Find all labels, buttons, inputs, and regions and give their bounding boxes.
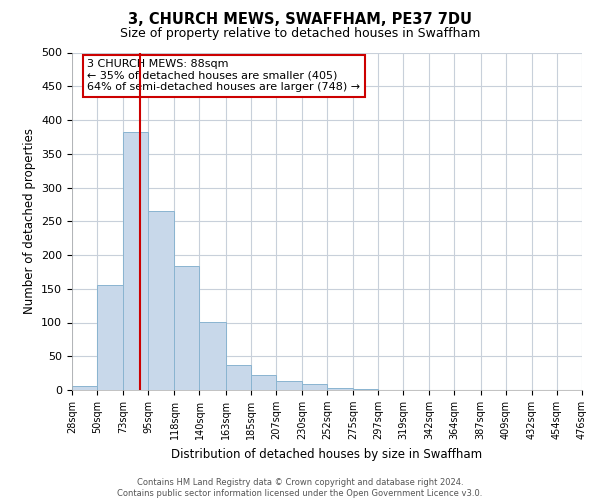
Bar <box>251 375 276 390</box>
Bar <box>302 384 327 390</box>
Bar <box>97 286 123 390</box>
Text: Contains HM Land Registry data © Crown copyright and database right 2024.
Contai: Contains HM Land Registry data © Crown c… <box>118 478 482 498</box>
Y-axis label: Number of detached properties: Number of detached properties <box>23 128 35 314</box>
Text: 3, CHURCH MEWS, SWAFFHAM, PE37 7DU: 3, CHURCH MEWS, SWAFFHAM, PE37 7DU <box>128 12 472 28</box>
Text: 3 CHURCH MEWS: 88sqm
← 35% of detached houses are smaller (405)
64% of semi-deta: 3 CHURCH MEWS: 88sqm ← 35% of detached h… <box>88 59 361 92</box>
Bar <box>148 211 175 390</box>
Bar <box>72 386 97 390</box>
Text: Size of property relative to detached houses in Swaffham: Size of property relative to detached ho… <box>120 28 480 40</box>
X-axis label: Distribution of detached houses by size in Swaffham: Distribution of detached houses by size … <box>172 448 482 460</box>
Bar <box>175 266 199 390</box>
Bar <box>276 380 302 390</box>
Bar <box>199 322 226 390</box>
Bar <box>123 132 148 390</box>
Bar <box>226 365 251 390</box>
Bar <box>327 388 353 390</box>
